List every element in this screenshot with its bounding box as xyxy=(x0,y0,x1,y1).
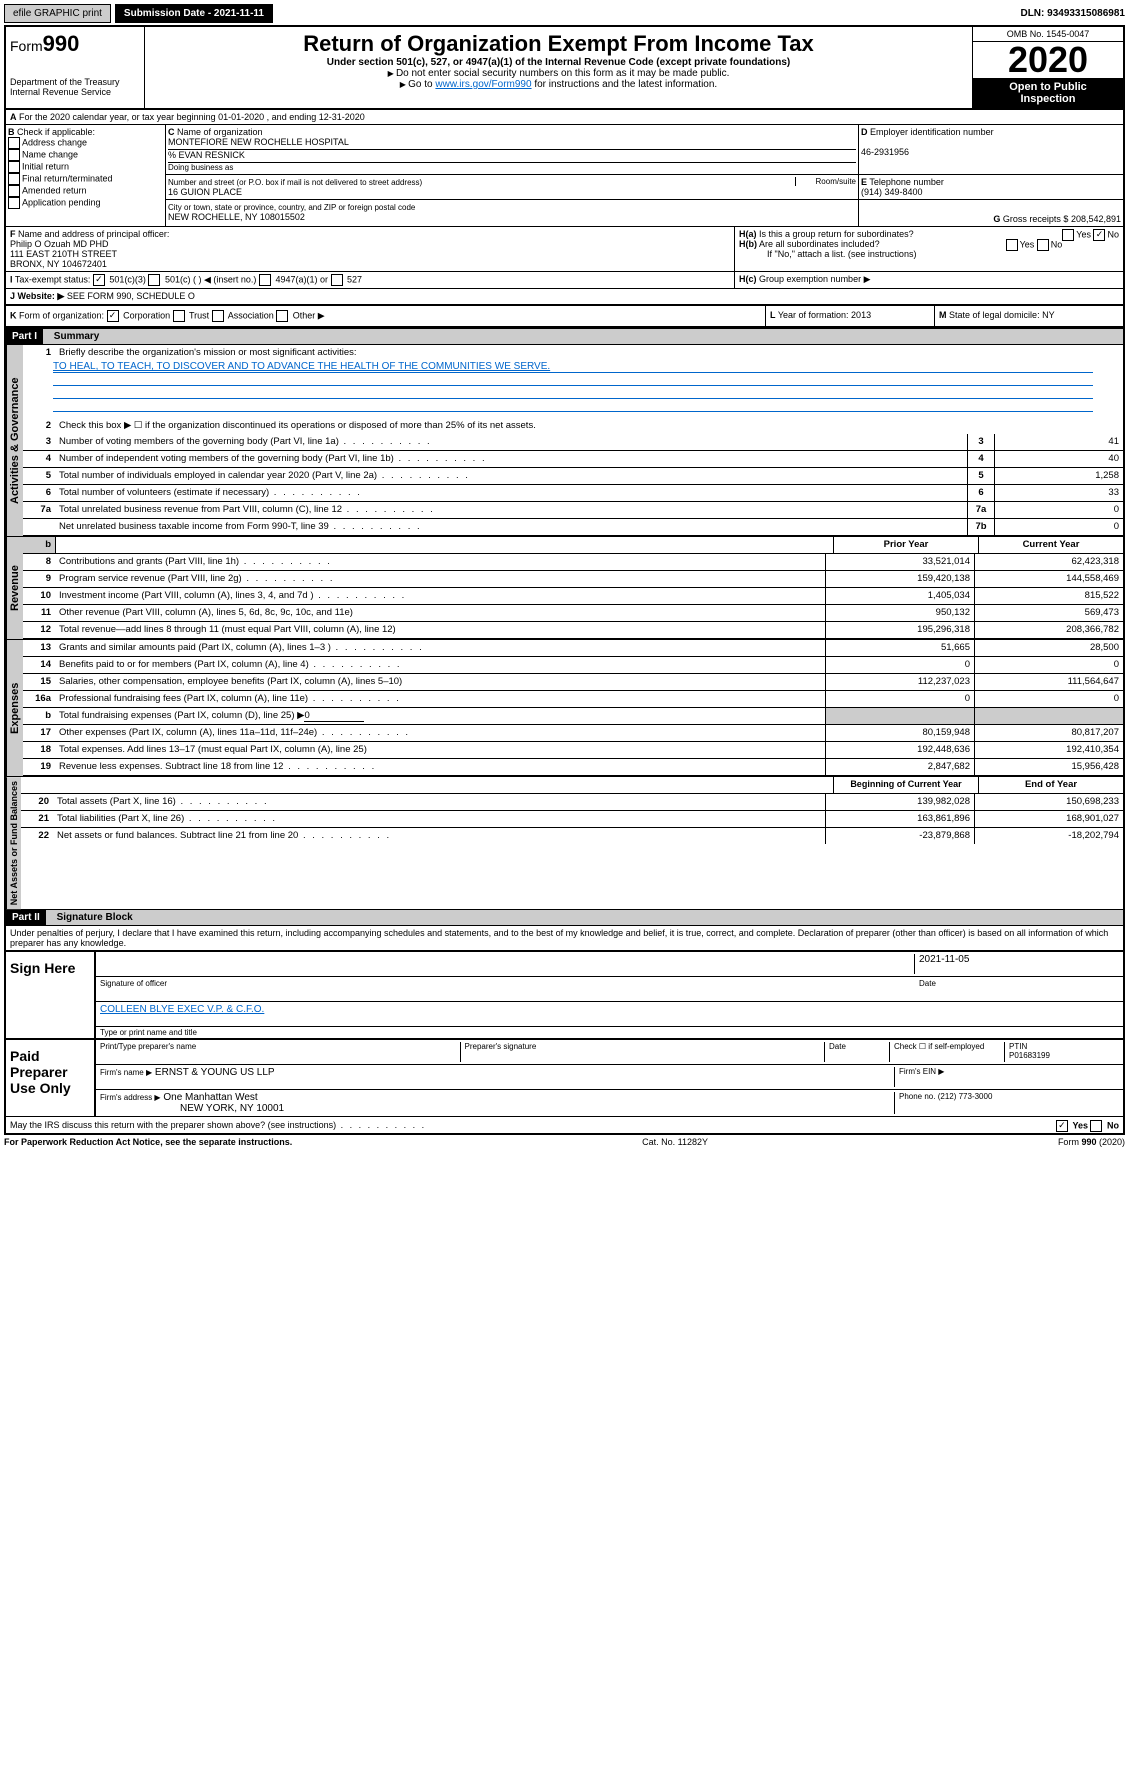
top-toolbar: efile GRAPHIC print Submission Date - 20… xyxy=(4,4,1125,23)
v4: 40 xyxy=(994,451,1123,467)
submission-date-button[interactable]: Submission Date - 2021-11-11 xyxy=(115,4,273,23)
phone-value: (914) 349-8400 xyxy=(861,187,923,197)
org-name: MONTEFIORE NEW ROCHELLE HOSPITAL xyxy=(168,137,349,147)
501c3-chk[interactable] xyxy=(93,274,105,286)
form-title: Return of Organization Exempt From Incom… xyxy=(149,31,968,57)
ptin-value: P01683199 xyxy=(1009,1051,1050,1060)
initial-return-chk[interactable] xyxy=(8,161,20,173)
irs-link[interactable]: www.irs.gov/Form990 xyxy=(435,79,531,90)
sign-here-block: Sign Here 2021-11-05 Signature of office… xyxy=(6,950,1123,1038)
tax-year: 2020 xyxy=(973,42,1123,78)
perjury-text: Under penalties of perjury, I declare th… xyxy=(6,926,1123,950)
state-domicile: State of legal domicile: NY xyxy=(949,310,1055,320)
amended-return-chk[interactable] xyxy=(8,185,20,197)
discuss-no[interactable] xyxy=(1090,1120,1102,1132)
vtab-netassets: Net Assets or Fund Balances xyxy=(6,777,21,909)
header-left: Form990 Department of the Treasury Inter… xyxy=(6,27,145,108)
hb-yes[interactable] xyxy=(1006,239,1018,251)
form-container: Form990 Department of the Treasury Inter… xyxy=(4,25,1125,1135)
c8: 62,423,318 xyxy=(974,554,1123,570)
v3: 41 xyxy=(994,434,1123,450)
vtab-governance: Activities & Governance xyxy=(6,345,23,536)
efile-button[interactable]: efile GRAPHIC print xyxy=(4,4,111,23)
firm-name: ERNST & YOUNG US LLP xyxy=(155,1067,275,1078)
address-change-chk[interactable] xyxy=(8,137,20,149)
city-state-zip: NEW ROCHELLE, NY 108015502 xyxy=(168,212,305,222)
firm-phone: Phone no. (212) 773-3000 xyxy=(895,1092,1119,1114)
paid-preparer-block: Paid Preparer Use Only Print/Type prepar… xyxy=(6,1038,1123,1116)
501c-chk[interactable] xyxy=(148,274,160,286)
form-header: Form990 Department of the Treasury Inter… xyxy=(6,27,1123,110)
part1-header: Part I Summary xyxy=(6,328,1123,345)
vtab-revenue: Revenue xyxy=(6,537,23,639)
mission-text: TO HEAL, TO TEACH, TO DISCOVER AND TO AD… xyxy=(53,361,1093,373)
dln-label: DLN: 93493315086981 xyxy=(1020,8,1125,19)
page-footer: For Paperwork Reduction Act Notice, see … xyxy=(4,1135,1125,1149)
ha-yes[interactable] xyxy=(1062,229,1074,241)
name-change-chk[interactable] xyxy=(8,149,20,161)
v7a: 0 xyxy=(994,502,1123,518)
hb-no[interactable] xyxy=(1037,239,1049,251)
ein-value: 46-2931956 xyxy=(861,147,909,157)
final-return-chk[interactable] xyxy=(8,173,20,185)
v6: 33 xyxy=(994,485,1123,501)
header-right: OMB No. 1545-0047 2020 Open to PublicIns… xyxy=(972,27,1123,108)
v7b: 0 xyxy=(994,519,1123,535)
p8: 33,521,014 xyxy=(825,554,974,570)
4947-chk[interactable] xyxy=(259,274,271,286)
period-text: For the 2020 calendar year, or tax year … xyxy=(19,112,365,122)
street-address: 16 GUION PLACE xyxy=(168,187,242,197)
header-center: Return of Organization Exempt From Incom… xyxy=(145,27,972,108)
year-formation: Year of formation: 2013 xyxy=(778,310,871,320)
application-pending-chk[interactable] xyxy=(8,197,20,209)
527-chk[interactable] xyxy=(331,274,343,286)
assoc-chk[interactable] xyxy=(212,310,224,322)
website-value: SEE FORM 990, SCHEDULE O xyxy=(67,291,195,301)
officer-name-title: COLLEEN BLYE EXEC V.P. & C.F.O. xyxy=(100,1004,264,1024)
discuss-yes[interactable] xyxy=(1056,1120,1068,1132)
officer-name: Philip O Ozuah MD PHD xyxy=(10,239,109,249)
part2-header: Part II Signature Block xyxy=(6,909,1123,926)
ha-no[interactable] xyxy=(1093,229,1105,241)
v5: 1,258 xyxy=(994,468,1123,484)
corp-chk[interactable] xyxy=(107,310,119,322)
section-b-checkboxes: B Check if applicable: Address change Na… xyxy=(6,125,166,226)
section-c: C Name of organization MONTEFIORE NEW RO… xyxy=(166,125,1123,226)
other-chk[interactable] xyxy=(276,310,288,322)
vtab-expenses: Expenses xyxy=(6,640,23,776)
gross-receipts: 208,542,891 xyxy=(1071,214,1121,224)
entity-block: B Check if applicable: Address change Na… xyxy=(6,125,1123,227)
v16b: 0 xyxy=(304,710,364,722)
sig-date: 2021-11-05 xyxy=(914,954,1119,974)
trust-chk[interactable] xyxy=(173,310,185,322)
firm-address: One Manhattan West xyxy=(163,1092,257,1103)
